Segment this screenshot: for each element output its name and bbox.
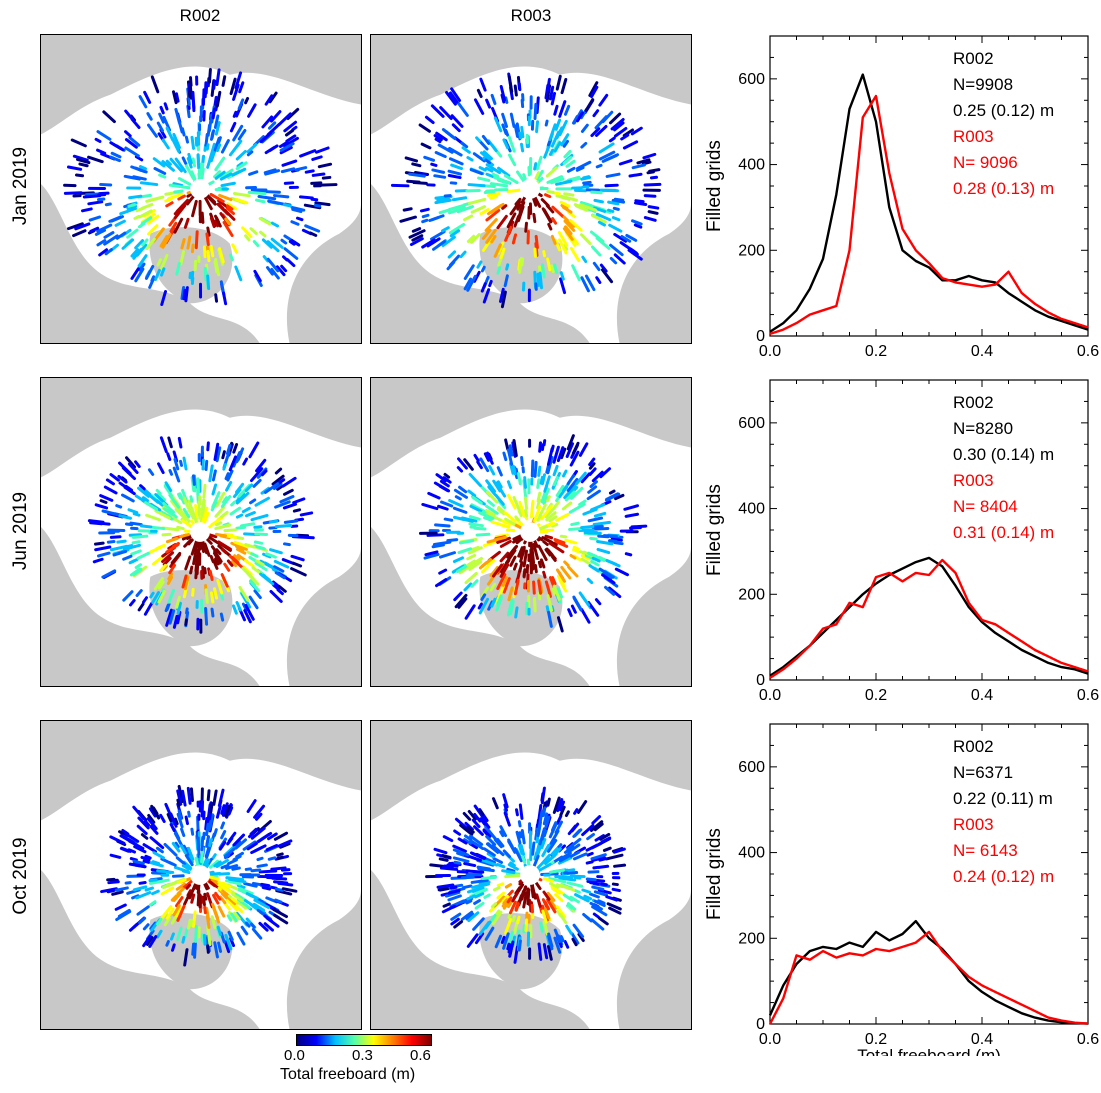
colorbar-tick-1: 0.3 [352, 1047, 373, 1064]
colorbar [296, 1034, 432, 1046]
y-axis-label: Filled grids [704, 828, 725, 920]
y-tick-label: 200 [738, 586, 765, 603]
stats-label: N=8280 [953, 419, 1013, 438]
y-axis-label: Filled grids [704, 140, 725, 232]
map-r002-jun [40, 377, 362, 687]
y-axis-label: Filled grids [704, 484, 725, 576]
y-tick-label: 200 [738, 242, 765, 259]
series-line-r002 [769, 556, 1089, 677]
stats-label: N= 8404 [953, 497, 1018, 516]
x-tick-label: 0.4 [971, 687, 993, 704]
x-tick-label: 0.0 [759, 1031, 781, 1048]
histogram-jun: 0.0 0.2 0.4 0.6 0 200 400 600 Filled grids R002 N=… [700, 372, 1100, 712]
series-line-r002 [768, 919, 1089, 1025]
map-r003-jun [370, 377, 692, 687]
y-tick-label: 200 [738, 930, 765, 947]
y-tick-label: 0 [756, 1016, 765, 1033]
series-line-r003 [769, 558, 1089, 679]
stats-label: N=9908 [953, 75, 1013, 94]
x-tick-label: 0.4 [971, 1031, 993, 1048]
histogram-jan: 0.0 0.2 0.4 0.6 0 200 400 600 Filled grids R002 N=… [700, 28, 1100, 368]
map-r003-oct [370, 720, 692, 1030]
colorbar-label: Total freeboard (m) [280, 1066, 416, 1083]
row-label-jun: Jun 2019 [10, 491, 31, 571]
stats-label: 0.28 (0.13) m [953, 179, 1054, 198]
stats-label: N= 6143 [953, 841, 1018, 860]
y-tick-label: 600 [738, 71, 765, 88]
y-tick-label: 600 [738, 415, 765, 432]
colorbar-tick-0: 0.0 [284, 1047, 305, 1064]
column-title-r003: R003 [510, 6, 552, 25]
x-tick-label: 0.4 [971, 343, 993, 360]
x-tick-label: 0.2 [865, 343, 887, 360]
row-label-jan: Jan 2019 [10, 146, 31, 226]
x-tick-label: 0.6 [1077, 687, 1099, 704]
stats-label: R002 [953, 393, 994, 412]
histogram-oct: 0.0 0.2 0.4 0.6 0 200 400 600 Filled grids Total … [700, 716, 1100, 1056]
stats-label: R002 [953, 737, 994, 756]
stats-label: 0.25 (0.12) m [953, 101, 1054, 120]
x-tick-label: 0.2 [865, 1031, 887, 1048]
stats-label: 0.24 (0.12) m [953, 867, 1054, 886]
stats-label: N=6371 [953, 763, 1013, 782]
y-tick-label: 0 [756, 672, 765, 689]
series-line-r002 [769, 73, 1089, 333]
colorbar-tick-2: 0.6 [410, 1047, 431, 1064]
column-title-r002: R002 [179, 6, 221, 25]
y-tick-label: 600 [738, 759, 765, 776]
x-tick-label: 0.2 [865, 687, 887, 704]
stats-label: R003 [953, 815, 994, 834]
stats-label: 0.31 (0.14) m [953, 523, 1054, 542]
x-tick-label: 0.0 [759, 343, 781, 360]
y-tick-label: 0 [756, 328, 765, 345]
x-axis-label: Total freeboard (m) [857, 1046, 1001, 1056]
x-tick-label: 0.0 [759, 687, 781, 704]
stats-label: R002 [953, 49, 994, 68]
map-r002-oct [40, 720, 362, 1030]
stats-label: N= 9096 [953, 153, 1018, 172]
row-label-oct: Oct 2019 [10, 837, 31, 915]
map-r002-jan [40, 34, 362, 344]
series-line-r003 [769, 94, 1089, 336]
y-tick-label: 400 [738, 845, 765, 862]
x-tick-label: 0.6 [1077, 1031, 1099, 1048]
y-tick-label: 400 [738, 157, 765, 174]
stats-label: 0.22 (0.11) m [953, 789, 1053, 808]
y-tick-label: 400 [738, 501, 765, 518]
stats-label: R003 [953, 471, 994, 490]
stats-label: 0.30 (0.14) m [953, 445, 1054, 464]
x-tick-label: 0.6 [1077, 343, 1099, 360]
map-r003-jan [370, 34, 692, 344]
stats-label: R003 [953, 127, 994, 146]
series-line-r003 [768, 930, 1089, 1025]
